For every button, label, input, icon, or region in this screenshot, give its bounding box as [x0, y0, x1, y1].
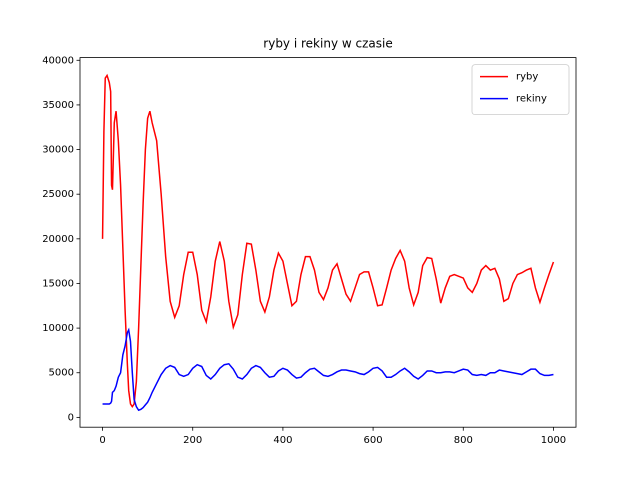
- y-tick-label: 25000: [42, 189, 74, 200]
- y-tick-label: 15000: [42, 278, 74, 289]
- x-tick-label: 800: [454, 435, 473, 446]
- legend: ryby rekiny: [471, 64, 570, 115]
- y-tick-label: 30000: [42, 145, 74, 156]
- x-tick-label: 200: [183, 435, 202, 446]
- line-series: [101, 73, 555, 409]
- y-tick-label: 5000: [49, 368, 74, 379]
- x-tick-label: 400: [273, 435, 292, 446]
- y-tick-label: 40000: [42, 55, 74, 66]
- y-tick-label: 0: [68, 412, 74, 423]
- legend-label: ryby: [516, 72, 538, 83]
- x-tick-label: 600: [364, 435, 383, 446]
- plot-frame: [79, 57, 577, 428]
- legend-label: rekiny: [516, 94, 547, 105]
- y-tick-label: 10000: [42, 323, 74, 334]
- x-tick-label: 0: [99, 435, 105, 446]
- y-tick-label: 35000: [42, 100, 74, 111]
- y-tick-label: 20000: [42, 234, 74, 245]
- x-tick-label: 1000: [541, 435, 566, 446]
- chart-title: ryby i rekiny w czasie: [263, 37, 392, 51]
- line-series: [102, 327, 554, 412]
